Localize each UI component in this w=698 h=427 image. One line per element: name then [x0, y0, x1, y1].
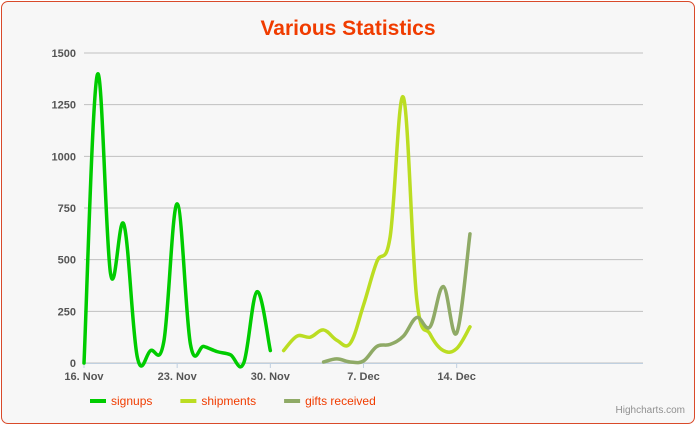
y-tick-label: 500 [58, 255, 76, 267]
y-tick-label: 250 [58, 306, 76, 318]
x-tick-label: 7. Dec [347, 371, 379, 383]
y-tick-label: 750 [58, 203, 76, 215]
series-shipments[interactable] [281, 95, 472, 354]
legend-label: gifts received [305, 394, 376, 408]
y-tick-label: 0 [70, 358, 76, 370]
y-axis: 0 250 500 750 1000 1250 1500 [52, 48, 76, 370]
series-line[interactable] [281, 95, 472, 354]
x-tick-label: 14. Dec [437, 371, 476, 383]
plot-area [82, 72, 472, 369]
x-axis: 16. Nov 23. Nov 30. Nov 7. Dec 14. Dec [64, 363, 643, 383]
y-tick-label: 1250 [52, 100, 76, 112]
x-tick-label: 23. Nov [158, 371, 198, 383]
chart-title: Various Statistics [260, 17, 435, 40]
y-tick-label: 1500 [52, 48, 76, 60]
series-line[interactable] [82, 72, 273, 369]
legend-label: shipments [201, 394, 256, 408]
series-line[interactable] [321, 232, 472, 365]
y-tick-label: 1000 [52, 151, 76, 163]
series-signups[interactable] [82, 72, 273, 369]
legend-item[interactable]: signups [90, 394, 152, 408]
legend-item[interactable]: gifts received [284, 394, 376, 408]
credits-link[interactable]: Highcharts.com [616, 405, 685, 416]
x-tick-label: 30. Nov [251, 371, 291, 383]
x-tick-label: 16. Nov [64, 371, 104, 383]
legend[interactable]: signups shipments gifts received [90, 394, 376, 408]
series-gifts-received[interactable] [321, 232, 472, 365]
legend-label: signups [111, 394, 152, 408]
legend-item[interactable]: shipments [180, 394, 256, 408]
